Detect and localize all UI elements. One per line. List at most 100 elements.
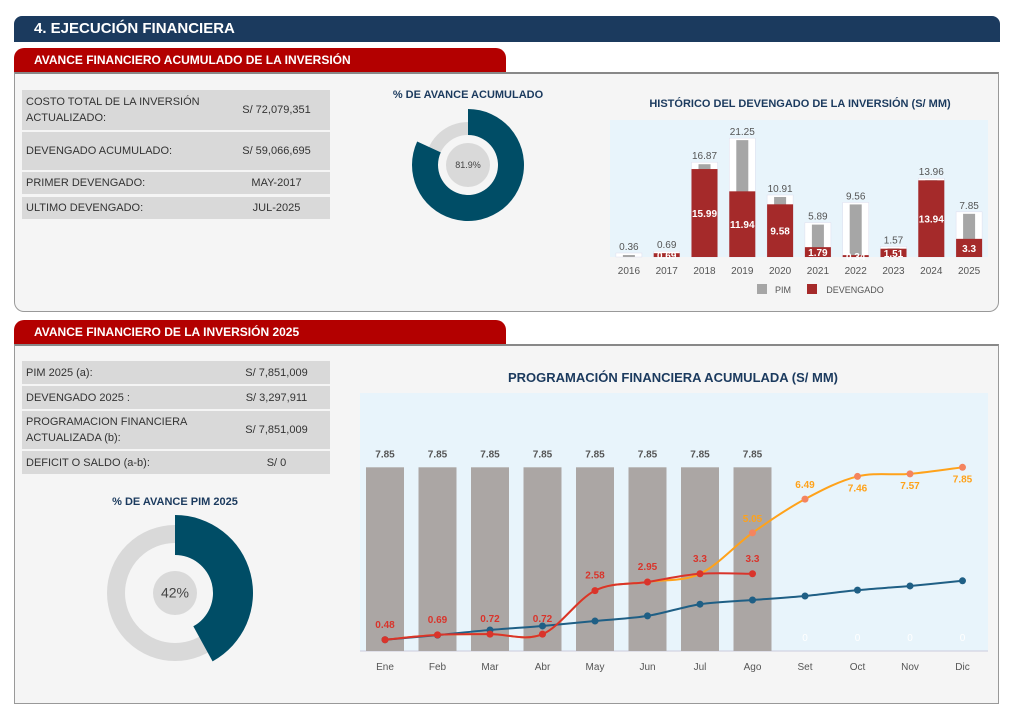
pim-value-label: 9.56 xyxy=(846,191,866,202)
x-tick-label: Dic xyxy=(955,662,969,673)
x-tick-label: Jun xyxy=(639,662,655,673)
programmed-bar xyxy=(733,467,772,651)
donut-center xyxy=(153,571,197,615)
devengado-bar xyxy=(804,247,831,257)
red-value-label: 3.3 xyxy=(693,554,707,565)
orange-point xyxy=(854,472,861,480)
devengado-value-label: 3.3 xyxy=(962,244,976,255)
section2-tab: AVANCE FINANCIERO DE LA INVERSIÓN 2025 xyxy=(14,320,506,344)
orange-value-label: 6.49 xyxy=(795,480,815,491)
x-tick-label: Ene xyxy=(376,662,394,673)
info-row: ULTIMO DEVENGADO: JUL-2025 xyxy=(22,197,330,219)
x-tick-label: May xyxy=(586,662,605,673)
x-tick-label: 2021 xyxy=(807,266,830,277)
red-point xyxy=(486,630,494,638)
row-value: S/ 59,066,695 xyxy=(242,145,311,157)
bar-value-label: 7.85 xyxy=(480,449,500,460)
devengado-value-label: 11.94 xyxy=(730,220,755,231)
blue-line xyxy=(384,579,963,641)
section-header: 4. EJECUCIÓN FINANCIERA xyxy=(14,16,1000,42)
blue-point xyxy=(591,617,599,625)
x-tick-label: 2023 xyxy=(882,266,905,277)
x-tick-label: Mar xyxy=(481,662,499,673)
red-point xyxy=(644,578,651,586)
red-point xyxy=(749,570,756,578)
red-value-label: 0.69 xyxy=(428,615,448,626)
x-tick-label: 2018 xyxy=(693,266,716,277)
x-tick-label: Oct xyxy=(850,662,866,673)
pim-value-label: 5.89 xyxy=(808,212,828,223)
x-tick-label: 2016 xyxy=(618,266,641,277)
row-label: DEFICIT O SALDO (a-b): xyxy=(26,456,150,469)
devengado-bar xyxy=(691,169,718,257)
devengado-bar xyxy=(956,238,983,257)
devengado-value-label: 15.99 xyxy=(692,209,717,220)
devengado-bar xyxy=(729,191,756,257)
red-line xyxy=(384,572,753,641)
red-value-label: 0.72 xyxy=(533,614,553,625)
info-row: PIM 2025 (a): S/ 7,851,009 xyxy=(22,361,330,384)
bar-value-label: 7.85 xyxy=(585,449,605,460)
programmed-bar xyxy=(681,467,719,651)
legend-pim-swatch xyxy=(757,284,767,294)
bar-value-label: 7.85 xyxy=(375,449,395,460)
red-point xyxy=(696,570,704,578)
red-value-label: 0.72 xyxy=(480,614,500,625)
row-label: DEVENGADO ACUMULADO: xyxy=(26,145,173,157)
donut-progress-arc xyxy=(175,515,253,662)
x-tick-label: Ago xyxy=(744,662,762,673)
devengado-bar xyxy=(880,248,907,257)
row-label: PIM 2025 (a): xyxy=(26,366,93,379)
pim-value-label: 0.69 xyxy=(657,240,677,251)
info-row: COSTO TOTAL DE LA INVERSIÓN ACTUALIZADO:… xyxy=(22,90,330,130)
line-chart-title: PROGRAMACIÓN FINANCIERA ACUMULADA (S/ MM… xyxy=(507,370,839,385)
blue-point xyxy=(539,622,546,630)
programmed-bar xyxy=(628,467,667,651)
programmed-bar xyxy=(471,467,509,651)
legend-pim-label: PIM xyxy=(775,285,791,295)
x-tick-label: 2025 xyxy=(958,266,981,277)
orange-point xyxy=(749,529,756,537)
x-tick-label: Nov xyxy=(901,662,919,673)
devengado-value-label: 1.51 xyxy=(884,249,904,260)
pim-value-label: 1.57 xyxy=(884,235,904,246)
orange-point xyxy=(801,495,809,503)
donut1-title: % DE AVANCE ACUMULADO xyxy=(392,89,544,101)
blue-point xyxy=(801,592,809,600)
donut-percent-label: 81.9% xyxy=(455,160,481,170)
pim-value-label: 21.25 xyxy=(730,127,755,138)
devengado-value-label: 13.94 xyxy=(919,215,944,226)
info-row: PROGRAMACION FINANCIERA ACTUALIZADA (b):… xyxy=(22,411,330,449)
red-point xyxy=(591,587,599,595)
programmed-bar xyxy=(366,467,404,651)
row-value: S/ 7,851,009 xyxy=(245,366,308,379)
info-row: DEFICIT O SALDO (a-b): S/ 0 xyxy=(22,451,330,474)
plot-area xyxy=(360,393,988,651)
info-row: PRIMER DEVENGADO: MAY-2017 xyxy=(22,172,330,194)
red-point xyxy=(381,636,389,644)
orange-value-label: 7.57 xyxy=(900,481,920,492)
bar-chart: 0.36 2016 0.690.69 2017 15.99 16.87 2018 11.94 2… xyxy=(610,120,988,295)
legend-devengado-label: DEVENGADO xyxy=(826,285,884,295)
row-value: MAY-2017 xyxy=(251,177,302,189)
devengado-bar xyxy=(842,255,869,257)
devengado-value-label: 1.79 xyxy=(808,248,828,259)
row-label: COSTO TOTAL DE LA INVERSIÓN ACTUALIZADO: xyxy=(26,96,200,124)
pim-value-label: 7.85 xyxy=(959,201,979,212)
donut-percent-label: 42% xyxy=(161,585,189,601)
info-row: DEVENGADO ACUMULADO: S/ 59,066,695 xyxy=(22,132,330,170)
pim-bar xyxy=(622,255,635,257)
line-chart: 7.85 7.85 7.85 7.85 7.85 7.85 7.85 7.85 Ene Feb Ma… xyxy=(360,393,988,673)
bar-value-label: 7.85 xyxy=(428,449,448,460)
orange-point xyxy=(906,470,914,478)
donut1: 81.9% xyxy=(412,109,524,221)
bar-value-label: 7.85 xyxy=(533,449,553,460)
row-label: DEVENGADO 2025 : xyxy=(26,391,130,404)
row-label: ULTIMO DEVENGADO: xyxy=(26,202,144,214)
info-row: DEVENGADO 2025 : S/ 3,297,911 xyxy=(22,386,330,409)
blue-point xyxy=(906,582,914,590)
orange-value-label: 5.05 xyxy=(743,514,763,525)
pim-value-label: 0.36 xyxy=(619,242,639,253)
programmed-bar xyxy=(418,467,457,651)
row-value: S/ 0 xyxy=(266,456,287,469)
